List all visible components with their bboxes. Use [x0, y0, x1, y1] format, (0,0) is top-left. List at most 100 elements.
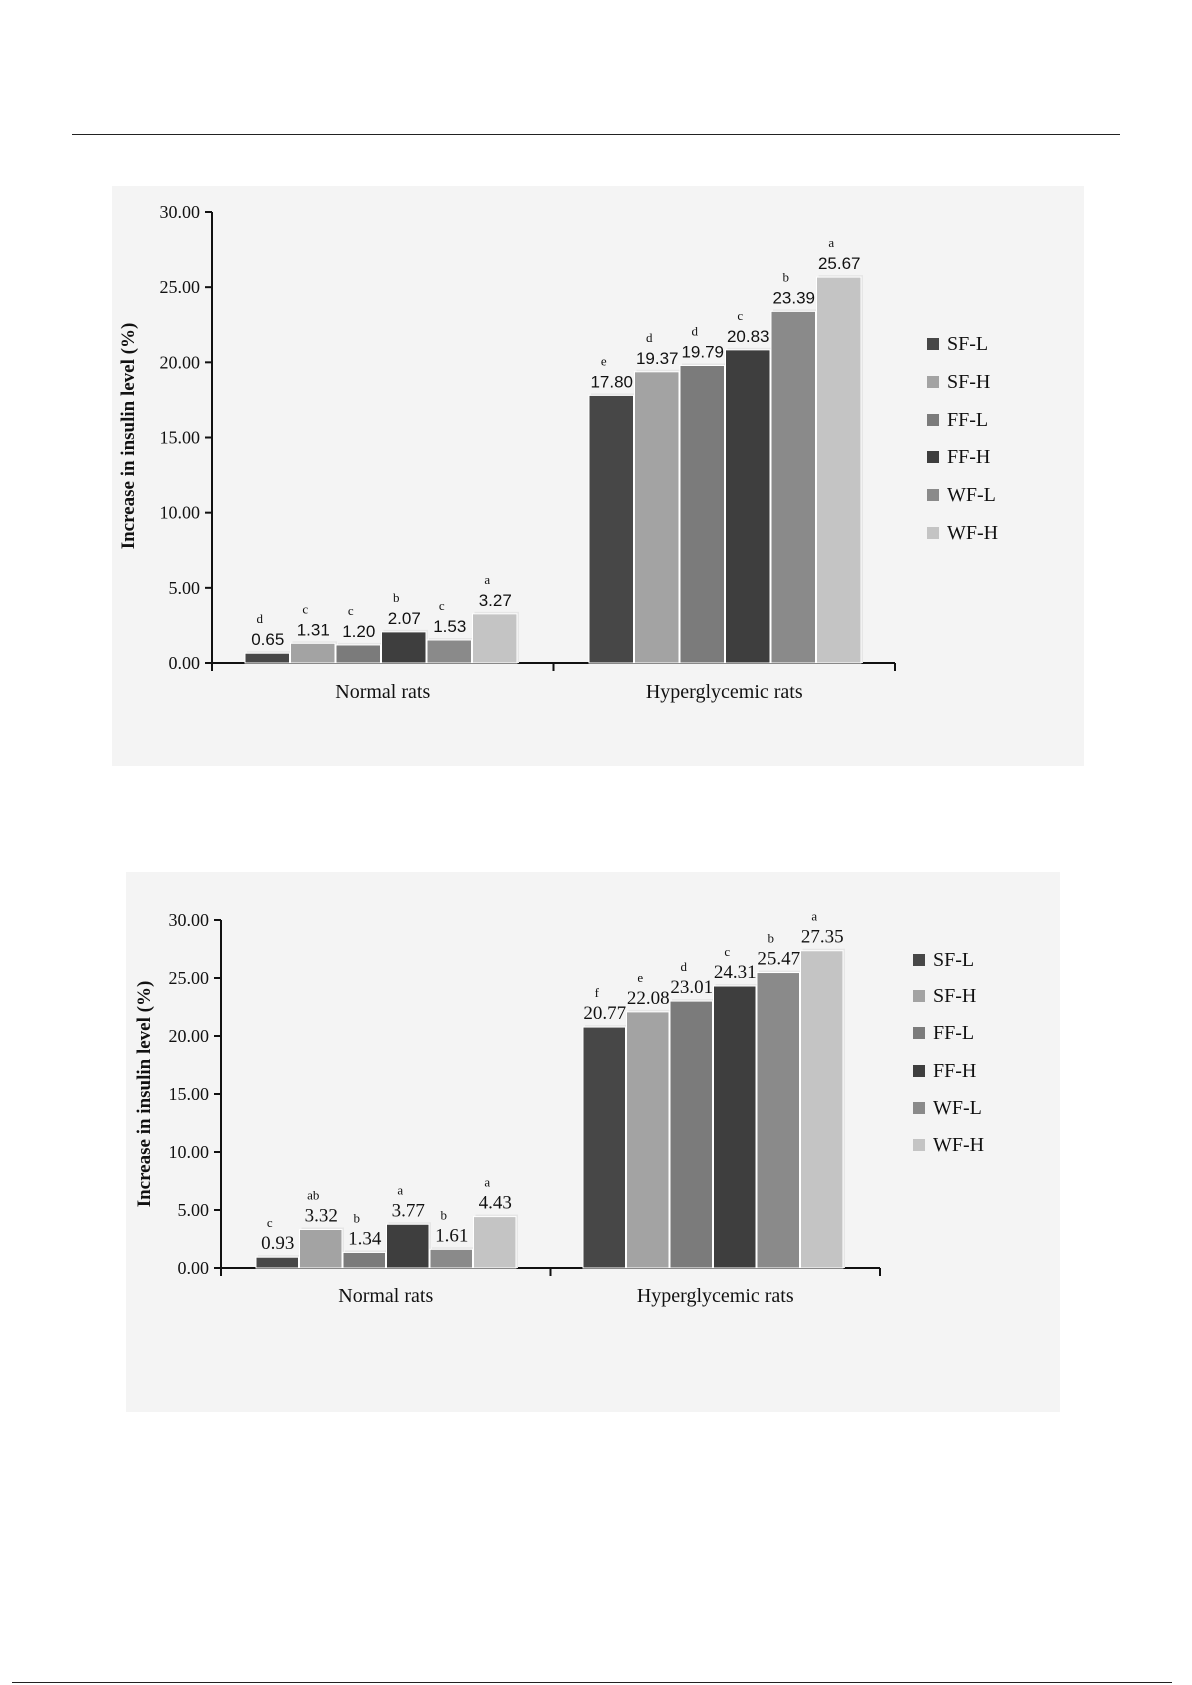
chart1-legend-label: WF-L	[947, 484, 996, 506]
chart1-bar-wf-h	[816, 276, 862, 664]
chart1-value-label: 20.83	[727, 327, 770, 346]
chart2-bar-ff-l	[342, 1251, 386, 1269]
chart2-legend-swatch	[913, 1102, 925, 1114]
footer-rule	[12, 1682, 1172, 1683]
chart1-value-label: 19.79	[681, 342, 724, 361]
chart2-bar-wf-l	[429, 1248, 473, 1269]
chart2-legend-label: SF-L	[933, 949, 974, 971]
chart2-category-label: Hyperglycemic rats	[637, 1285, 794, 1307]
chart2-value-label: 23.01	[670, 977, 713, 998]
insulin-chart-1-svg: 0.00 5.00 10.00 15.00 20.00 25.00 30.00 Increas…	[118, 202, 998, 703]
chart1-significance-letter: d	[646, 330, 653, 345]
chart2-bar-ff-h	[386, 1223, 430, 1269]
chart1-legend-label: SF-L	[947, 333, 988, 355]
chart2-legend-swatch	[913, 1065, 925, 1077]
chart2-significance-letter: ab	[307, 1187, 319, 1202]
chart1-significance-letter: c	[302, 601, 308, 616]
chart2-legend-swatch	[913, 954, 925, 966]
chart2-significance-letter: d	[681, 959, 688, 974]
chart1-value-label: 25.67	[818, 254, 861, 273]
chart1-significance-letter: a	[484, 572, 490, 587]
chart1-value-label: 1.53	[433, 617, 466, 636]
chart1-legend-label: SF-H	[947, 371, 990, 393]
chart1-bar-wf-l	[426, 639, 472, 664]
chart1-y-tick-label: 10.00	[160, 503, 201, 523]
chart2-bar-wf-h	[800, 950, 844, 1269]
chart2-value-label: 3.32	[305, 1205, 338, 1226]
chart2-significance-letter: e	[637, 970, 643, 985]
chart2-y-tick-label: 15.00	[169, 1084, 210, 1104]
chart1-y-axis-title: Increase in insulin level (%)	[118, 323, 139, 550]
chart2-bar-wf-h	[473, 1216, 517, 1269]
chart1-significance-letter: c	[348, 603, 354, 618]
chart2-significance-letter: a	[484, 1175, 490, 1190]
chart1-legend-swatch	[927, 451, 939, 463]
chart1-bar-ff-h	[725, 349, 771, 664]
chart1-value-label: 1.31	[297, 620, 330, 639]
chart1-bar-sf-h	[634, 371, 680, 664]
chart2-legend-label: FF-H	[933, 1060, 976, 1082]
chart2-bar-wf-l	[756, 972, 800, 1269]
chart1-bar-ff-h	[381, 631, 427, 664]
chart1-y-tick-label: 30.00	[160, 202, 201, 222]
chart1-bar-sf-l	[244, 652, 290, 664]
chart1-value-label: 19.37	[636, 349, 679, 368]
header-rule	[72, 134, 1120, 135]
chart1-category-label: Normal rats	[335, 681, 430, 703]
chart1-bar-sf-h	[290, 642, 336, 664]
chart2-y-tick-label: 0.00	[178, 1258, 210, 1278]
chart1-significance-letter: b	[393, 590, 400, 605]
chart1-value-label: 1.20	[342, 622, 375, 641]
chart1-legend-swatch	[927, 489, 939, 501]
chart2-y-axis-title: Increase in insulin level (%)	[134, 981, 155, 1208]
chart2-significance-letter: b	[441, 1207, 448, 1222]
chart1-y-tick-label: 0.00	[169, 653, 201, 673]
chart1-bar-sf-l	[588, 394, 634, 664]
chart2-category-label: Normal rats	[338, 1285, 433, 1307]
chart2-value-label: 0.93	[261, 1233, 294, 1254]
chart1-value-label: 17.80	[590, 372, 633, 391]
chart2-value-label: 20.77	[583, 1003, 626, 1024]
chart2-bar-ff-l	[669, 1000, 713, 1269]
chart2-legend-label: SF-H	[933, 985, 976, 1007]
chart2-legend-swatch	[913, 990, 925, 1002]
chart1-y-tick-label: 15.00	[160, 428, 201, 448]
chart1-y-tick-label: 20.00	[160, 352, 201, 372]
chart2-y-tick-label: 30.00	[169, 910, 210, 930]
chart1-legend-swatch	[927, 414, 939, 426]
chart2-value-label: 24.31	[714, 962, 757, 983]
chart2-value-label: 22.08	[627, 988, 670, 1009]
chart1-value-label: 23.39	[772, 288, 815, 307]
chart1-y-tick-label: 5.00	[169, 578, 201, 598]
chart2-y-tick-label: 5.00	[178, 1200, 210, 1220]
chart1-value-label: 0.65	[251, 630, 284, 649]
chart1-value-label: 2.07	[388, 609, 421, 628]
chart1-category-label: Hyperglycemic rats	[646, 681, 803, 703]
chart1-significance-letter: b	[783, 269, 790, 284]
chart2-value-label: 3.77	[392, 1200, 425, 1221]
chart2-legend-label: WF-L	[933, 1097, 982, 1119]
chart1-legend-swatch	[927, 338, 939, 350]
chart1-significance-letter: e	[601, 353, 607, 368]
chart2-significance-letter: b	[354, 1210, 361, 1225]
chart1-legend-swatch	[927, 527, 939, 539]
chart2-y-tick-label: 25.00	[169, 968, 210, 988]
chart1-significance-letter: d	[257, 611, 264, 626]
chart1-bar-wf-h	[472, 613, 518, 664]
chart2-bar-sf-l	[582, 1026, 626, 1269]
chart2-bar-sf-h	[626, 1011, 670, 1269]
chart1-y-tick-label: 25.00	[160, 277, 201, 297]
chart1-legend-label: FF-L	[947, 409, 988, 431]
chart2-bar-sf-l	[255, 1256, 299, 1269]
chart1-legend-label: FF-H	[947, 446, 990, 468]
chart2-significance-letter: c	[724, 944, 730, 959]
chart1-bar-ff-l	[679, 364, 725, 664]
chart1-significance-letter: c	[737, 308, 743, 323]
chart1-significance-letter: d	[692, 323, 699, 338]
chart1-bar-wf-l	[770, 310, 816, 664]
chart2-significance-letter: c	[267, 1215, 273, 1230]
chart2-value-label: 27.35	[801, 927, 844, 948]
chart2-value-label: 1.34	[348, 1228, 382, 1249]
chart2-bar-sf-h	[299, 1228, 343, 1269]
insulin-chart-1: 0.00 5.00 10.00 15.00 20.00 25.00 30.00 Increas…	[112, 186, 1084, 766]
